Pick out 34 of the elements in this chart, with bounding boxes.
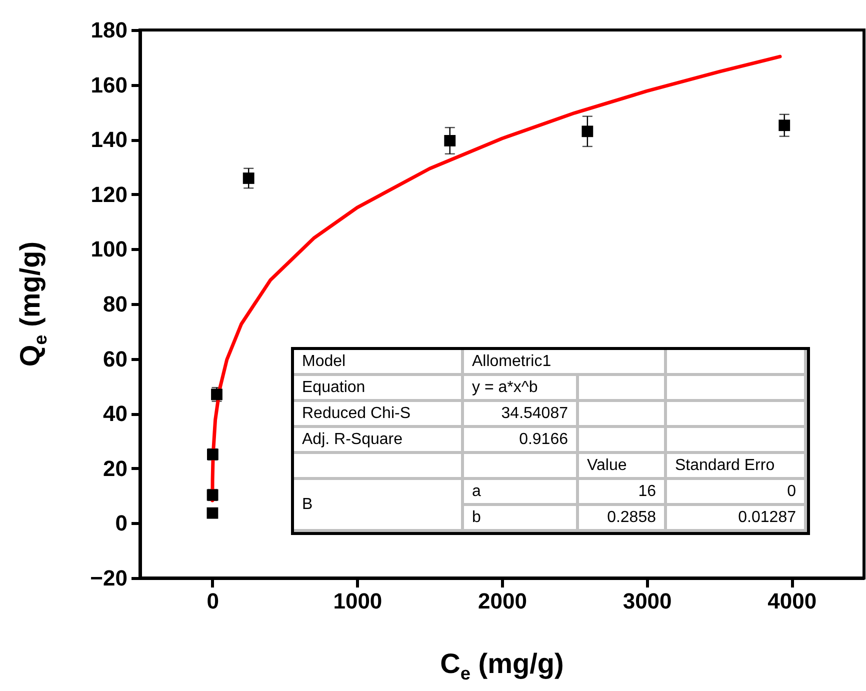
annotation: 0.01287 [667, 506, 807, 532]
x-tick-label: 4000 [768, 588, 817, 614]
x-tick-label: 0 [206, 588, 220, 614]
y-tick-label: 60 [103, 346, 128, 372]
x-tick-label: 1000 [333, 588, 382, 614]
annotation: 16 [579, 480, 667, 506]
annotation: Adj. R-Square [294, 428, 464, 454]
y-tick-label: 100 [90, 236, 128, 262]
annotation: Allometric1 [464, 350, 667, 376]
annotation: y = a*x^b [464, 376, 579, 402]
annotation: Equation [294, 376, 464, 402]
y-tick-label: 180 [90, 18, 128, 42]
y-tick-label: 120 [90, 182, 128, 207]
annotation: B [294, 480, 464, 532]
annotation: 34.54087 [464, 402, 579, 428]
annotation: Model [294, 350, 464, 376]
annotation: Standard Erro [667, 454, 807, 480]
annotation: Reduced Chi-S [294, 402, 464, 428]
y-tick-label: 20 [103, 456, 128, 481]
y-tick-label: 160 [90, 72, 128, 98]
annotation: a [464, 480, 579, 506]
y-tick-label: 140 [90, 127, 128, 152]
y-tick-label: 40 [103, 401, 128, 426]
x-tick-label: 3000 [622, 588, 672, 614]
x-axis-title: C$_{e}$ (mg/g) [440, 648, 564, 685]
annotation: 0 [667, 480, 807, 506]
annotation: 0.2858 [579, 506, 667, 532]
x-tick-label: 2000 [478, 588, 527, 614]
annotation: b [464, 506, 579, 532]
y-tick-label: −20 [90, 566, 128, 590]
y-tick-label: 80 [103, 292, 128, 316]
annotation: Value [579, 454, 667, 480]
y-tick-label: 0 [115, 510, 128, 536]
annotation: 0.9166 [464, 428, 579, 454]
